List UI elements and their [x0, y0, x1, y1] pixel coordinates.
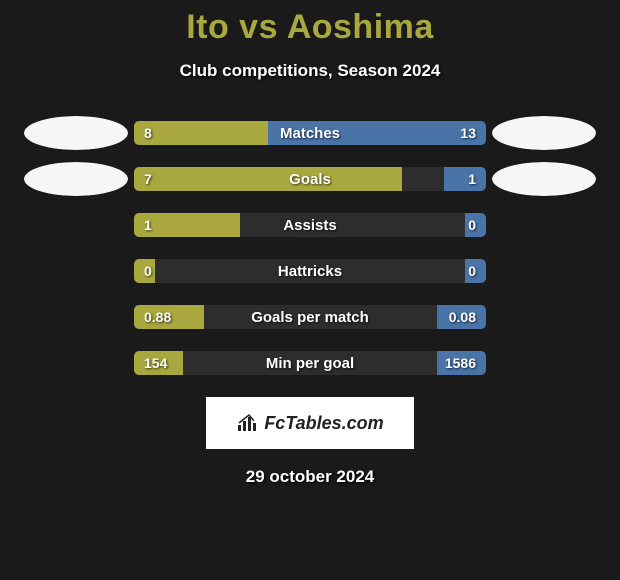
- page-title: Ito vs Aoshima: [0, 8, 620, 47]
- stat-label: Min per goal: [134, 351, 486, 375]
- stat-bar-left: [134, 259, 155, 283]
- stat-row: 8 13 Matches: [0, 121, 620, 145]
- stat-bar: 154 1586 Min per goal: [134, 351, 486, 375]
- stat-bar-left: [134, 305, 204, 329]
- stat-bar-right: [444, 167, 486, 191]
- avatar-placeholder: [24, 346, 128, 380]
- stat-bar-left: [134, 121, 268, 145]
- stat-bar: 7 1 Goals: [134, 167, 486, 191]
- player-right-avatar: [492, 162, 596, 196]
- stat-row: 1 0 Assists: [0, 213, 620, 237]
- stat-bar-right: [437, 351, 486, 375]
- stat-bar-right: [268, 121, 486, 145]
- player-left-avatar: [24, 162, 128, 196]
- stat-bar-right: [465, 213, 486, 237]
- stat-bar: 0 0 Hattricks: [134, 259, 486, 283]
- avatar-placeholder: [492, 346, 596, 380]
- subtitle: Club competitions, Season 2024: [0, 61, 620, 81]
- avatar-placeholder: [492, 208, 596, 242]
- date-text: 29 october 2024: [0, 467, 620, 487]
- logo-text: FcTables.com: [264, 413, 383, 434]
- avatar-placeholder: [492, 254, 596, 288]
- stat-bar: 8 13 Matches: [134, 121, 486, 145]
- comparison-infographic: Ito vs Aoshima Club competitions, Season…: [0, 0, 620, 487]
- player-right-avatar: [492, 116, 596, 150]
- stat-label: Hattricks: [134, 259, 486, 283]
- stat-rows: 8 13 Matches 7 1 Goals 1 0 Assists 0 0 H…: [0, 121, 620, 375]
- avatar-placeholder: [24, 208, 128, 242]
- avatar-placeholder: [24, 254, 128, 288]
- chart-icon: [236, 413, 260, 433]
- stat-row: 7 1 Goals: [0, 167, 620, 191]
- stat-bar-right: [465, 259, 486, 283]
- player-left-avatar: [24, 116, 128, 150]
- logo-box: FcTables.com: [206, 397, 414, 449]
- stat-bar-left: [134, 213, 240, 237]
- stat-row: 0 0 Hattricks: [0, 259, 620, 283]
- stat-row: 0.88 0.08 Goals per match: [0, 305, 620, 329]
- stat-bar-left: [134, 351, 183, 375]
- stat-bar: 1 0 Assists: [134, 213, 486, 237]
- stat-bar-left: [134, 167, 402, 191]
- stat-bar-right: [437, 305, 486, 329]
- stat-bar: 0.88 0.08 Goals per match: [134, 305, 486, 329]
- logo: FcTables.com: [236, 413, 383, 434]
- avatar-placeholder: [492, 300, 596, 334]
- avatar-placeholder: [24, 300, 128, 334]
- stat-row: 154 1586 Min per goal: [0, 351, 620, 375]
